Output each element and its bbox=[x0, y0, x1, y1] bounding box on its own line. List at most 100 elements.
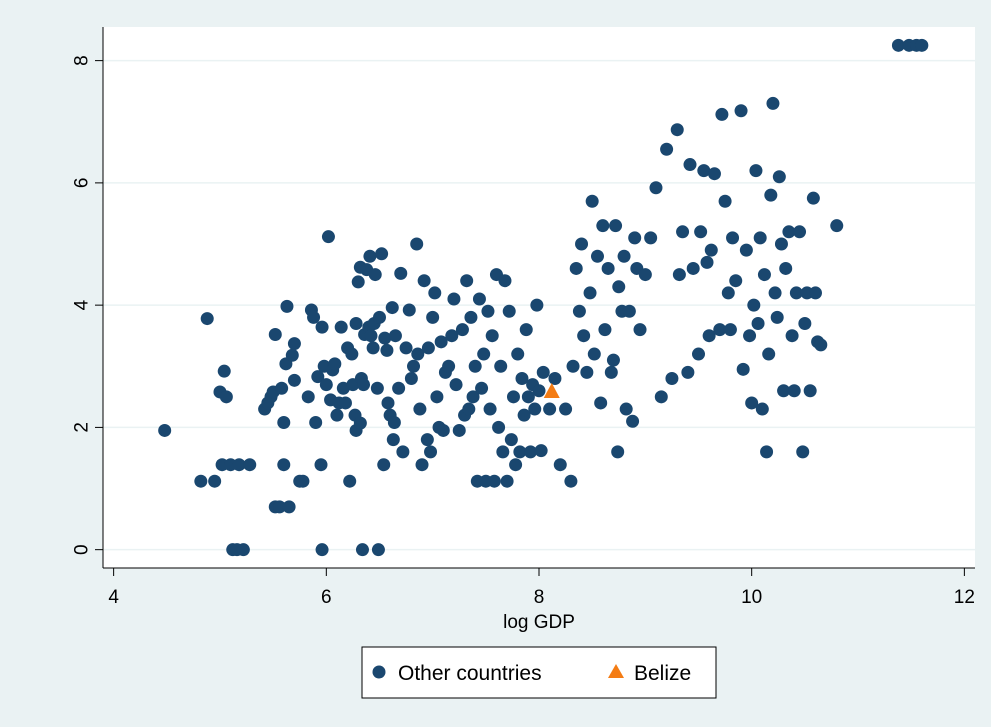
x-axis-title: log GDP bbox=[503, 612, 575, 633]
data-point-other-countries bbox=[601, 261, 615, 275]
data-point-other-countries bbox=[314, 458, 328, 472]
data-point-other-countries bbox=[515, 371, 529, 385]
data-point-other-countries bbox=[796, 445, 810, 459]
data-point-other-countries bbox=[753, 231, 767, 245]
data-point-other-countries bbox=[371, 543, 385, 557]
data-point-other-countries bbox=[580, 365, 594, 379]
data-point-other-countries bbox=[364, 329, 378, 343]
data-point-other-countries bbox=[442, 359, 456, 373]
data-point-other-countries bbox=[301, 390, 315, 404]
x-tick-label: 8 bbox=[534, 587, 545, 608]
data-point-other-countries bbox=[697, 164, 711, 178]
data-point-other-countries bbox=[321, 230, 335, 244]
data-point-other-countries bbox=[736, 362, 750, 376]
data-point-other-countries bbox=[808, 286, 822, 300]
data-point-other-countries bbox=[386, 433, 400, 447]
data-point-other-countries bbox=[553, 458, 567, 472]
data-point-other-countries bbox=[232, 458, 246, 472]
data-point-other-countries bbox=[445, 329, 459, 343]
data-point-other-countries bbox=[766, 96, 780, 110]
data-point-other-countries bbox=[282, 500, 296, 514]
data-point-other-countries bbox=[219, 390, 233, 404]
data-point-other-countries bbox=[626, 414, 640, 428]
data-point-other-countries bbox=[498, 274, 512, 288]
data-point-other-countries bbox=[594, 396, 608, 410]
data-point-other-countries bbox=[434, 335, 448, 349]
data-point-other-countries bbox=[404, 371, 418, 385]
data-point-other-countries bbox=[421, 341, 435, 355]
data-point-other-countries bbox=[330, 408, 344, 422]
data-point-other-countries bbox=[523, 445, 537, 459]
data-point-other-countries bbox=[494, 359, 508, 373]
data-point-other-countries bbox=[287, 337, 301, 351]
data-point-other-countries bbox=[349, 316, 363, 330]
x-tick-label: 12 bbox=[954, 587, 975, 608]
data-point-other-countries bbox=[517, 408, 531, 422]
data-point-other-countries bbox=[275, 381, 289, 395]
data-point-other-countries bbox=[357, 378, 371, 392]
data-point-other-countries bbox=[789, 286, 803, 300]
data-point-other-countries bbox=[609, 219, 623, 233]
data-point-other-countries bbox=[660, 142, 674, 156]
plot-area bbox=[103, 27, 975, 568]
y-axis-ticks: 0 2 4 6 8 bbox=[72, 55, 103, 555]
data-point-other-countries bbox=[723, 323, 737, 337]
data-point-other-countries bbox=[633, 323, 647, 337]
data-point-other-countries bbox=[387, 416, 401, 430]
data-point-other-countries bbox=[681, 365, 695, 379]
data-point-other-countries bbox=[760, 445, 774, 459]
data-point-other-countries bbox=[466, 390, 480, 404]
data-point-other-countries bbox=[803, 384, 817, 398]
data-point-other-countries bbox=[530, 298, 544, 312]
data-point-other-countries bbox=[415, 458, 429, 472]
data-point-other-countries bbox=[686, 261, 700, 275]
data-point-other-countries bbox=[628, 231, 642, 245]
data-point-other-countries bbox=[472, 292, 486, 306]
x-tick-label: 10 bbox=[741, 587, 762, 608]
data-point-other-countries bbox=[739, 243, 753, 257]
data-point-other-countries bbox=[672, 268, 686, 282]
data-point-other-countries bbox=[590, 249, 604, 263]
data-point-other-countries bbox=[506, 390, 520, 404]
data-point-other-countries bbox=[734, 104, 748, 118]
data-point-other-countries bbox=[692, 347, 706, 361]
data-point-other-countries bbox=[654, 390, 668, 404]
data-point-other-countries bbox=[455, 323, 469, 337]
data-point-other-countries bbox=[277, 416, 291, 430]
legend-marker-other-countries bbox=[372, 665, 386, 679]
data-point-other-countries bbox=[598, 323, 612, 337]
data-point-other-countries bbox=[798, 316, 812, 330]
data-point-other-countries bbox=[375, 247, 389, 261]
data-point-other-countries bbox=[891, 38, 905, 52]
data-point-other-countries bbox=[460, 274, 474, 288]
data-point-other-countries bbox=[394, 266, 408, 280]
data-point-other-countries bbox=[548, 371, 562, 385]
data-point-other-countries bbox=[385, 301, 399, 315]
data-point-other-countries bbox=[464, 310, 478, 324]
data-point-other-countries bbox=[315, 543, 329, 557]
data-point-other-countries bbox=[785, 329, 799, 343]
data-point-other-countries bbox=[768, 286, 782, 300]
x-tick-label: 4 bbox=[108, 587, 119, 608]
data-point-other-countries bbox=[407, 359, 421, 373]
data-point-other-countries bbox=[707, 167, 721, 181]
data-point-other-countries bbox=[315, 320, 329, 334]
data-point-other-countries bbox=[569, 261, 583, 275]
data-point-other-countries bbox=[481, 304, 495, 318]
data-point-other-countries bbox=[475, 381, 489, 395]
data-point-other-countries bbox=[782, 225, 796, 239]
data-point-other-countries bbox=[509, 458, 523, 472]
data-point-other-countries bbox=[704, 243, 718, 257]
data-point-other-countries bbox=[575, 237, 589, 251]
data-point-other-countries bbox=[366, 341, 380, 355]
data-point-other-countries bbox=[749, 164, 763, 178]
data-point-other-countries bbox=[500, 474, 514, 488]
legend: Other countries Belize bbox=[361, 646, 717, 699]
data-point-other-countries bbox=[606, 353, 620, 367]
data-point-other-countries bbox=[477, 347, 491, 361]
data-point-other-countries bbox=[622, 304, 636, 318]
y-tick-label: 4 bbox=[72, 299, 93, 310]
data-point-other-countries bbox=[511, 347, 525, 361]
data-point-other-countries bbox=[751, 316, 765, 330]
data-point-other-countries bbox=[351, 275, 365, 289]
